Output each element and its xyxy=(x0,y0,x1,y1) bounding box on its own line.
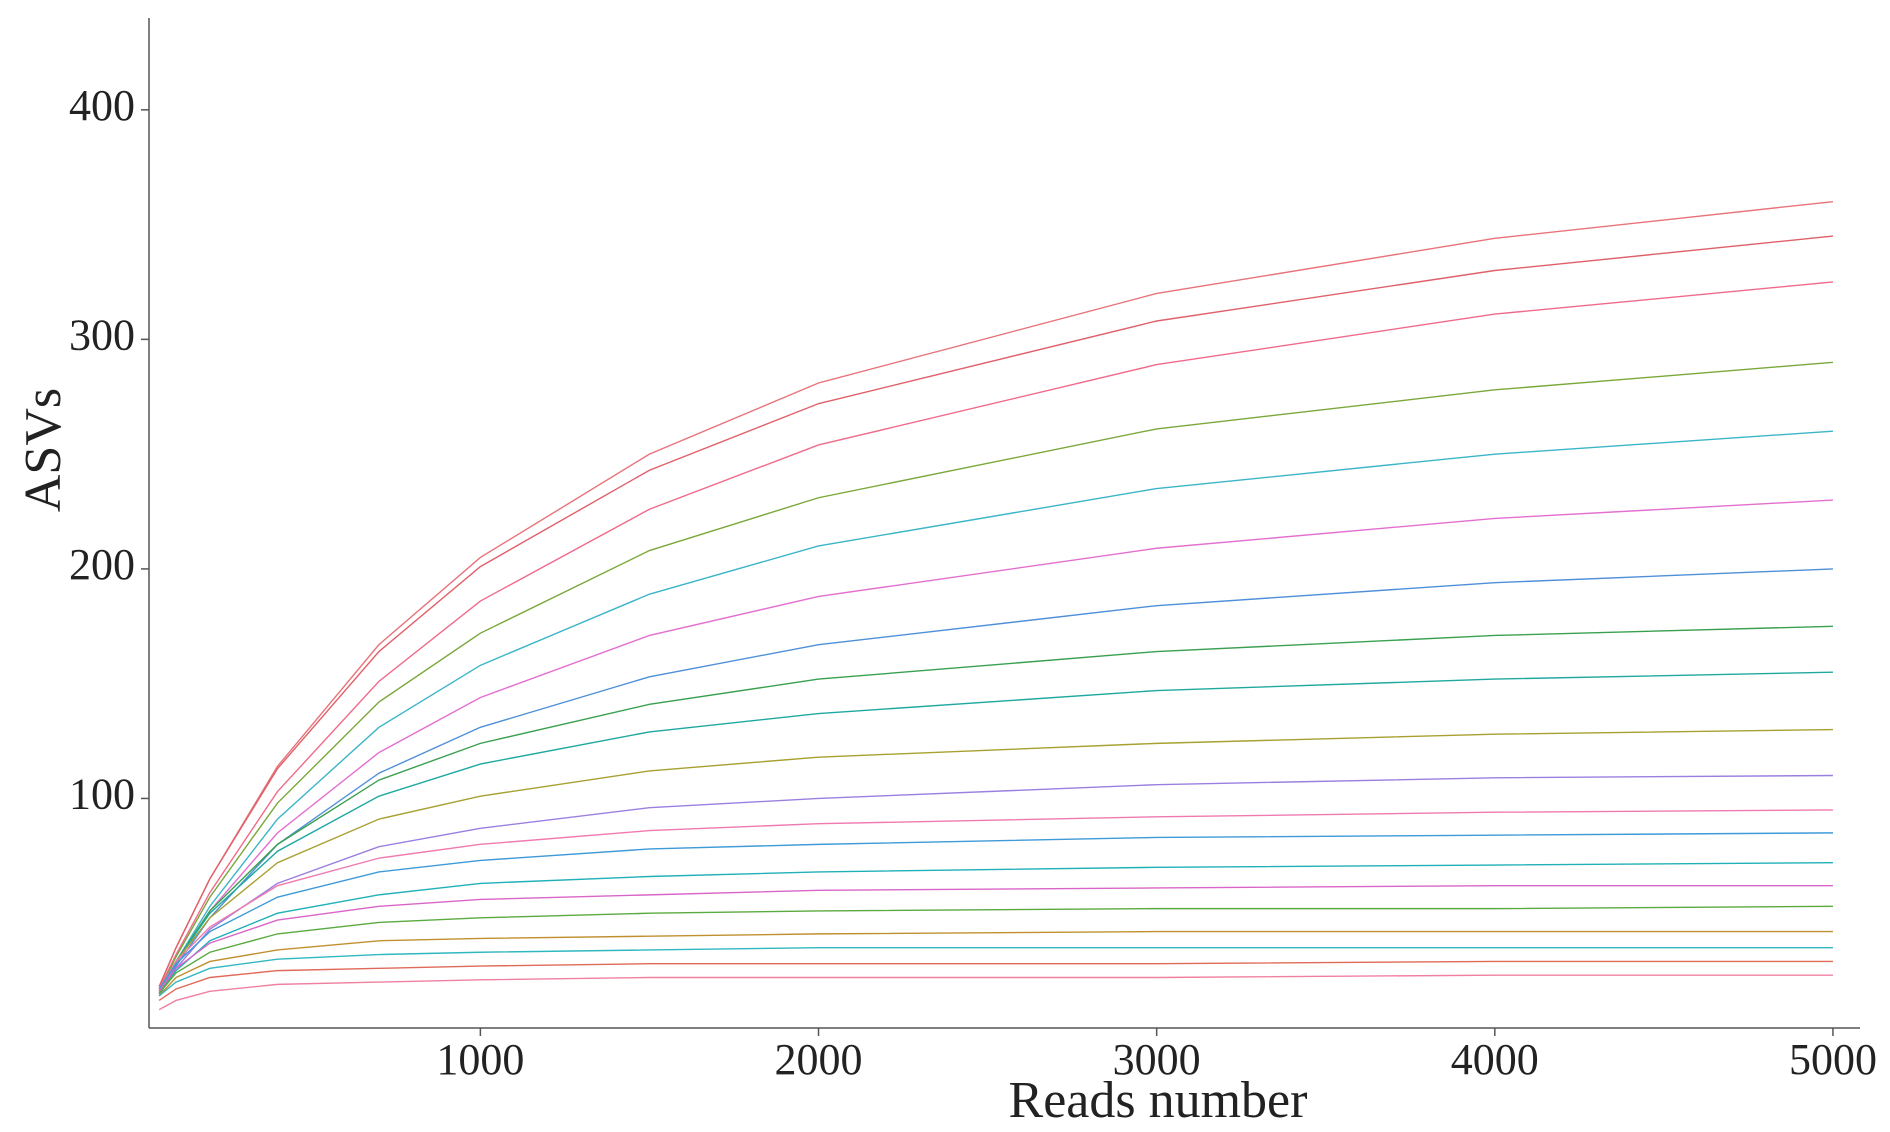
series-line xyxy=(158,568,1833,997)
series-line xyxy=(158,625,1833,992)
y-tick-label: 400 xyxy=(69,81,135,130)
series-line xyxy=(158,832,1833,990)
series-line xyxy=(158,499,1833,994)
x-tick-label: 3000 xyxy=(1113,1035,1201,1084)
x-tick-label: 4000 xyxy=(1451,1035,1539,1084)
series-line xyxy=(158,728,1833,992)
series-line xyxy=(158,960,1833,1002)
x-tick-label: 5000 xyxy=(1789,1035,1877,1084)
series-line xyxy=(158,281,1834,990)
series-line xyxy=(158,430,1833,994)
series-line xyxy=(158,946,1833,997)
series-line xyxy=(158,930,1833,997)
series-line xyxy=(158,974,1833,1011)
x-tick-label: 2000 xyxy=(775,1035,863,1084)
series-line xyxy=(158,905,1833,995)
series-line xyxy=(158,862,1833,994)
x-tick-label: 1000 xyxy=(436,1035,524,1084)
series-line xyxy=(158,809,1833,990)
series-line xyxy=(158,671,1833,992)
series-line xyxy=(158,361,1834,992)
y-axis-title: ASVs xyxy=(15,388,72,512)
series-line xyxy=(158,235,1834,987)
y-tick-label: 300 xyxy=(69,310,135,359)
x-axis-title: Reads number xyxy=(1009,1072,1308,1129)
series-line xyxy=(158,884,1833,992)
y-tick-label: 200 xyxy=(69,540,135,589)
y-tick-label: 100 xyxy=(69,770,135,819)
